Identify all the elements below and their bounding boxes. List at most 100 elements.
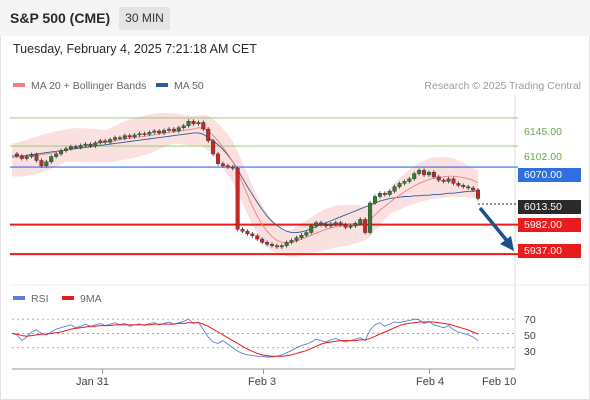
candle-body — [314, 222, 319, 227]
candle-body — [441, 179, 446, 182]
candle-body — [431, 172, 436, 178]
chart-header: S&P 500 (CME) 30 MIN — [0, 0, 590, 36]
candle-body — [274, 245, 279, 248]
candle-body — [382, 193, 387, 195]
candle-body — [265, 242, 270, 245]
legend-ma20-bollinger: MA 20 + Bollinger Bands — [13, 80, 146, 92]
candle-body — [269, 244, 274, 246]
candle-body — [49, 156, 54, 163]
candle-body — [186, 120, 191, 126]
candle-body — [407, 178, 412, 182]
legend-swatch-ma50 — [156, 83, 168, 88]
level-label-5937: 5937.00 — [518, 244, 581, 258]
candle-body — [103, 140, 108, 143]
x-tick-feb4: Feb 4 — [416, 376, 445, 388]
candle-body — [412, 173, 417, 180]
candle-body — [216, 153, 221, 164]
candle-body — [289, 240, 294, 243]
level-label-5982: 5982.00 — [518, 218, 581, 232]
rsi-tick-70: 70 — [524, 314, 536, 326]
candle-body — [44, 161, 49, 166]
legend-swatch-9ma — [62, 296, 74, 301]
candle-body — [426, 172, 431, 176]
last-price-label: 6013.50 — [518, 200, 581, 214]
candle-body — [117, 137, 122, 139]
candle-body — [333, 222, 338, 225]
candle-body — [279, 245, 284, 248]
candle-body — [476, 189, 481, 199]
candle-body — [113, 137, 118, 140]
candle-body — [157, 130, 162, 134]
candle-body — [372, 196, 377, 204]
candle-body — [323, 224, 328, 227]
candle-body — [29, 154, 34, 157]
candle-body — [14, 153, 19, 157]
candle-body — [284, 242, 289, 246]
candle-body — [152, 130, 157, 133]
candle-body — [191, 120, 196, 125]
legend-rsi: RSI — [13, 293, 49, 305]
candle-body — [353, 223, 358, 227]
candle-body — [88, 143, 93, 147]
candle-body — [230, 166, 235, 169]
candle-body — [39, 160, 44, 166]
interval-button[interactable]: 30 MIN — [119, 7, 170, 30]
candle-body — [402, 181, 407, 184]
candle-body — [328, 223, 333, 227]
candle-body — [417, 170, 422, 174]
candle-body — [250, 233, 255, 237]
level-label-6145: 6145.00 — [524, 126, 562, 138]
candle-body — [343, 224, 348, 228]
candle-body — [162, 130, 167, 134]
forecast-arrow-shaft — [478, 206, 510, 244]
candle-body — [309, 225, 314, 233]
candle-body — [245, 231, 250, 235]
rsi-tick-30: 30 — [524, 346, 536, 358]
symbol-title: S&P 500 (CME) — [10, 10, 111, 26]
candle-body — [451, 178, 456, 184]
candle-body — [397, 183, 402, 187]
candle-body — [142, 133, 147, 135]
candle-body — [206, 128, 211, 142]
candle-body — [211, 140, 216, 155]
candle-body — [93, 142, 98, 147]
candle-body — [225, 165, 230, 168]
x-tick-feb10: Feb 10 — [482, 376, 517, 388]
rsi-9ma-line — [11, 321, 479, 357]
x-tick-feb3: Feb 3 — [248, 376, 277, 388]
rsi-tick-50: 50 — [524, 330, 536, 342]
legend-9ma: 9MA — [62, 293, 102, 305]
level-label-6070: 6070.00 — [518, 168, 581, 182]
candle-body — [201, 122, 206, 130]
candle-body — [304, 232, 309, 236]
candle-body — [299, 234, 304, 238]
timestamp: Tuesday, February 4, 2025 7:21:18 AM CET — [13, 42, 257, 56]
research-credit: Research © 2025 Trading Central — [424, 80, 581, 92]
candle-body — [127, 135, 132, 138]
candle-body — [255, 235, 260, 240]
candle-body — [436, 176, 441, 181]
level-label-6102: 6102.00 — [524, 151, 562, 163]
legend-swatch-ma20 — [13, 83, 25, 88]
candle-body — [348, 225, 353, 228]
candle-body — [122, 135, 127, 139]
candle-body — [108, 139, 113, 143]
candle-body — [240, 229, 245, 232]
candle-body — [181, 125, 186, 128]
candle-body — [377, 193, 382, 197]
candle-body — [338, 222, 343, 225]
candle-body — [456, 183, 461, 186]
candle-body — [471, 187, 476, 191]
legend-label-rsi: RSI — [31, 293, 49, 305]
legend-ma50: MA 50 — [156, 80, 204, 92]
candle-body — [63, 148, 68, 151]
bollinger-band — [12, 112, 478, 257]
candle-body — [98, 140, 103, 144]
candle-body — [363, 219, 368, 233]
candle-body — [176, 127, 181, 132]
candle-body — [132, 134, 137, 138]
candle-body — [19, 155, 24, 159]
candle-body — [171, 128, 176, 132]
candle-body — [54, 153, 59, 157]
